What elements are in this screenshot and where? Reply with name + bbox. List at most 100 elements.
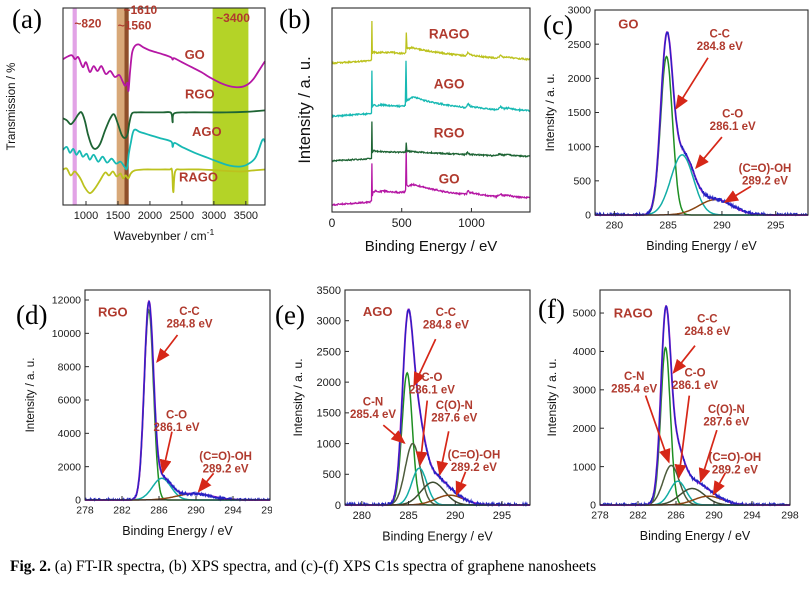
y-tick-label: 4000 [573, 346, 597, 358]
plot-frame [84, 289, 271, 501]
annotation: (C=O)-OH 289.2 eV [709, 452, 762, 477]
series-label: RGO [434, 126, 465, 141]
y-tick-label: 1500 [568, 107, 592, 119]
plot-frame [331, 7, 531, 213]
series-GO [331, 148, 531, 207]
series-label: AGO [363, 304, 393, 319]
x-tick-label: 286 [667, 510, 685, 522]
annotation: ~1610 [123, 3, 157, 17]
series-envelope [595, 30, 808, 216]
annotation: C-O 286.1 eV [710, 108, 756, 132]
chart-c: 280 285 290 295 0 500 1000 1500 2000 2500 3000 Bind… [543, 5, 809, 253]
y-tick-label: 2000 [58, 461, 82, 473]
annotation: C-C 284.8 eV [697, 28, 743, 53]
x-axis-label: Binding Energy / eV [646, 239, 757, 253]
annotation: (C=O)-OH 289.2 eV [199, 451, 252, 476]
series-RGO [62, 109, 266, 150]
panel-letter-f: (f) [538, 294, 565, 324]
x-tick-label: 290 [187, 505, 205, 517]
y-axis-label: Intensity / a. u. [291, 358, 305, 436]
figure-caption: Fig. 2. (a) FT-IR spectra, (b) XPS spect… [10, 558, 800, 576]
x-tick-label: 3500 [234, 210, 258, 222]
annotation: C-O 286.1 eV [154, 409, 200, 434]
x-axis-label: Binding Energy / eV [365, 238, 498, 255]
annotation: C-O 286.1 eV [409, 372, 455, 397]
panel-b: (b) 0 500 1000 Binding Energy / eV Intensity… [272, 0, 540, 255]
highlight-band [116, 8, 126, 205]
annotation: ~820 [74, 17, 101, 31]
series-RAGO [331, 20, 531, 65]
series-data [594, 31, 809, 217]
annotation: C-N 285.4 eV [611, 371, 657, 396]
x-tick-label: 295 [767, 220, 785, 232]
y-tick-label: 3000 [568, 5, 592, 17]
annotation: C(O)-N 287.6 eV [431, 400, 477, 425]
chart-d: 278 282 286 290 294 298 0 2000 4000 6000 8000 10000… [25, 289, 272, 538]
series-label: RAGO [179, 169, 218, 184]
chart-e: 280 285 290 295 0 500 1000 1500 2000 2500 3000 3500… [291, 285, 531, 544]
y-axis-label: Intensity / a. u. [296, 56, 314, 163]
annotation: C(O)-N 287.6 eV [703, 404, 749, 429]
annotation-arrow [197, 472, 215, 493]
chart-a: 1000 1500 2000 2500 3000 3500 Wavebynber / cm-… [6, 3, 266, 243]
y-tick-label: 6000 [58, 395, 82, 407]
annotation-arrow [674, 395, 691, 480]
annotation-arrow [159, 431, 173, 475]
annotation: (C=O)-OH 289.2 eV [739, 163, 792, 188]
x-tick-label: 286 [150, 505, 168, 517]
y-tick-label: 2500 [317, 346, 341, 358]
y-tick-label: 0 [335, 500, 341, 512]
panel-letter-b: (b) [279, 4, 311, 34]
panel-f: (f) 278 282 286 290 294 298 0 1000 2000 3000 4000 5… [536, 268, 812, 555]
series-label: GO [618, 16, 638, 31]
series-label: AGO [192, 124, 222, 139]
series-label: AGO [434, 77, 465, 92]
x-axis-label: Wavebynber / cm-1 [114, 227, 215, 243]
series-label: GO [439, 171, 460, 186]
annotation-arrow [712, 472, 727, 496]
annotation-arrow [695, 136, 723, 170]
series-GO [62, 43, 266, 92]
y-tick-label: 0 [590, 500, 596, 512]
series-RGO [331, 121, 531, 163]
y-tick-label: 8000 [58, 361, 82, 373]
x-tick-label: 500 [392, 216, 412, 230]
panel-e: (e) 280 285 290 295 0 500 1000 1500 2000 2500 3000… [272, 268, 544, 555]
y-axis-label: Transmission / % [6, 63, 18, 151]
annotation: ~3400 [216, 11, 250, 25]
plot-frame [344, 289, 531, 506]
annotation-arrow [382, 424, 406, 445]
x-tick-label: 294 [224, 505, 242, 517]
highlight-band [124, 8, 129, 205]
y-tick-label: 2500 [568, 39, 592, 51]
x-tick-label: 282 [113, 505, 131, 517]
series-label: RGO [98, 305, 128, 320]
x-axis-label: Binding Energy / eV [640, 529, 751, 543]
annotation-arrow [644, 395, 671, 464]
y-tick-label: 500 [573, 176, 591, 188]
y-tick-label: 1500 [317, 408, 341, 420]
x-tick-label: 285 [399, 510, 417, 522]
x-axis-label: Binding Energy / eV [122, 524, 233, 538]
series-AGO [331, 60, 531, 119]
annotation-arrow [415, 400, 429, 467]
x-tick-label: 1500 [106, 210, 130, 222]
y-tick-label: 500 [323, 469, 341, 481]
panel-letter-e: (e) [275, 300, 305, 330]
panel-c: (c) 280 285 290 295 0 500 1000 1500 2000 2500 3000… [540, 0, 812, 255]
y-tick-label: 0 [75, 495, 81, 507]
series-label: RAGO [429, 27, 470, 42]
series-label: GO [185, 47, 205, 62]
annotation: ~1560 [118, 19, 152, 33]
annotation-arrow [455, 471, 467, 497]
y-tick-label: 1000 [573, 461, 597, 473]
annotation: C-C 284.8 eV [167, 306, 213, 331]
chart-f: 278 282 286 290 294 298 0 1000 2000 3000 4000 5000 B… [545, 289, 799, 543]
x-tick-label: 1000 [74, 210, 98, 222]
series-RAGO [62, 167, 266, 195]
y-tick-label: 2000 [573, 423, 597, 435]
y-tick-label: 2000 [317, 377, 341, 389]
annotation-arrow [675, 57, 709, 110]
x-tick-label: 3000 [202, 210, 226, 222]
